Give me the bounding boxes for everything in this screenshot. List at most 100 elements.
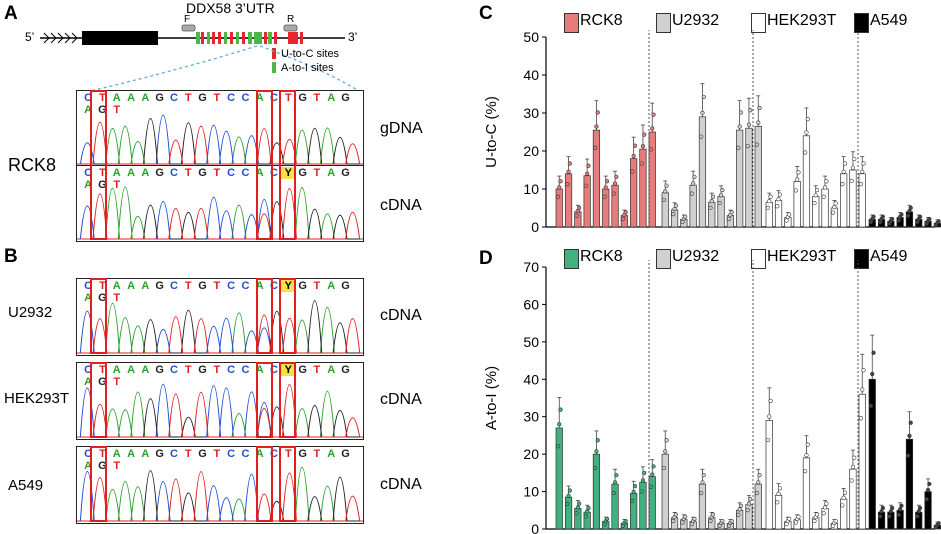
- data-point: [594, 449, 599, 454]
- data-point: [767, 414, 772, 419]
- data-point: [736, 145, 741, 150]
- data-point: [841, 169, 846, 174]
- data-point: [614, 473, 619, 478]
- gene-map-drawing: [40, 24, 361, 93]
- data-point: [640, 144, 646, 149]
- data-point: [765, 205, 771, 210]
- base-call: G: [341, 167, 350, 179]
- data-point: [927, 216, 932, 222]
- data-point: [822, 185, 828, 190]
- y-tick-label: 10: [523, 484, 539, 500]
- bar: [812, 196, 820, 228]
- base-call: A: [112, 448, 121, 460]
- data-point: [805, 442, 810, 447]
- zoom-line-left: [85, 45, 258, 93]
- sequence-row: C T A A A G C T G T C C A C Y G T A GA G T: [81, 364, 363, 388]
- legend-uc-swatch: [272, 48, 276, 59]
- highlight-hek-site2: [256, 362, 273, 438]
- data-point: [671, 212, 676, 217]
- base-call: T: [284, 92, 292, 104]
- data-point: [672, 206, 677, 212]
- direction-arrows: [43, 32, 78, 44]
- five-prime-label: 5’: [25, 30, 35, 44]
- base-call: A: [84, 376, 93, 388]
- bar: [602, 188, 610, 228]
- base-call: T: [184, 280, 192, 292]
- base-call: G: [298, 167, 307, 179]
- highlight-hek-site3: [279, 362, 296, 438]
- data-point: [917, 214, 923, 219]
- base-call: G: [341, 364, 350, 376]
- edit-sites: [196, 32, 303, 44]
- base-call: G: [155, 364, 164, 376]
- trace-T: [77, 471, 363, 522]
- data-point: [664, 438, 669, 443]
- highlight-rck8-site3: [279, 90, 296, 240]
- rck8-row-label: RCK8: [8, 155, 57, 175]
- hek293t-row-label: HEK293T: [4, 390, 70, 407]
- base-call: C: [227, 364, 236, 376]
- bar: [555, 427, 563, 530]
- panel-c-letter: C: [479, 3, 493, 24]
- data-point: [555, 194, 561, 199]
- highlight-u2932-site3: [279, 278, 296, 354]
- trace-T: [77, 314, 363, 354]
- base-call: A: [255, 92, 264, 104]
- data-point: [574, 511, 579, 516]
- bar: [840, 498, 848, 530]
- bar: [924, 491, 932, 530]
- base-call: T: [184, 448, 192, 460]
- base-call: A: [112, 167, 121, 179]
- bar: [849, 468, 857, 530]
- base-call: C: [227, 167, 236, 179]
- data-point: [575, 505, 580, 510]
- legend-c-a549: A549: [870, 12, 908, 29]
- data-point: [620, 216, 626, 221]
- legend-d-swatch-u2932: [656, 249, 671, 269]
- data-point: [833, 201, 838, 206]
- data-point: [757, 105, 762, 111]
- trace-plot: [77, 300, 363, 354]
- y-tick-label: 30: [523, 105, 539, 121]
- base-call: Y: [281, 364, 296, 376]
- data-point: [717, 200, 722, 206]
- bar: [611, 184, 619, 228]
- data-point: [795, 177, 800, 182]
- legend-c-swatch-a549: [854, 13, 869, 33]
- data-point: [812, 518, 817, 524]
- hek293t-cdna-label: cDNA: [380, 391, 422, 408]
- base-call: C: [84, 167, 93, 179]
- y-tick-label: 50: [523, 30, 539, 45]
- base-call: T: [113, 460, 121, 472]
- bar: [736, 129, 744, 228]
- base-call: C: [84, 280, 93, 292]
- y-tick-label: 10: [523, 181, 539, 197]
- legend-c-u2932: U2932: [672, 12, 720, 29]
- data-point: [612, 480, 618, 485]
- legend-c-swatch-hek293t: [751, 13, 766, 33]
- base-call: C: [169, 167, 178, 179]
- highlight-u2932-site1: [90, 278, 107, 354]
- base-call: C: [84, 448, 93, 460]
- data-point: [604, 179, 610, 184]
- data-point: [565, 182, 570, 187]
- highlight-a549-site3: [279, 446, 296, 522]
- highlight-a549-site1: [90, 446, 107, 522]
- data-point: [870, 371, 875, 377]
- base-call: T: [313, 167, 321, 179]
- y-axis-label: U-to-C (%): [483, 96, 500, 168]
- base-call: G: [155, 167, 164, 179]
- primer-r-label: R: [287, 14, 295, 25]
- data-point: [805, 117, 810, 122]
- bar: [611, 483, 619, 530]
- base-call: A: [327, 280, 336, 292]
- data-point: [586, 163, 591, 168]
- data-point: [896, 218, 901, 223]
- panel-d-letter: D: [479, 248, 493, 269]
- y-tick-label: 30: [523, 409, 539, 425]
- base-call: C: [241, 167, 250, 179]
- data-point: [899, 212, 904, 217]
- legend-c-swatch-u2932: [656, 13, 671, 33]
- data-point: [708, 205, 713, 210]
- data-point: [680, 520, 685, 525]
